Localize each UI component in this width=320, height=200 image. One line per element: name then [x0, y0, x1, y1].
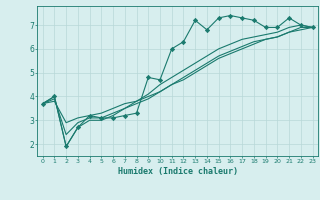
X-axis label: Humidex (Indice chaleur): Humidex (Indice chaleur) [118, 167, 237, 176]
